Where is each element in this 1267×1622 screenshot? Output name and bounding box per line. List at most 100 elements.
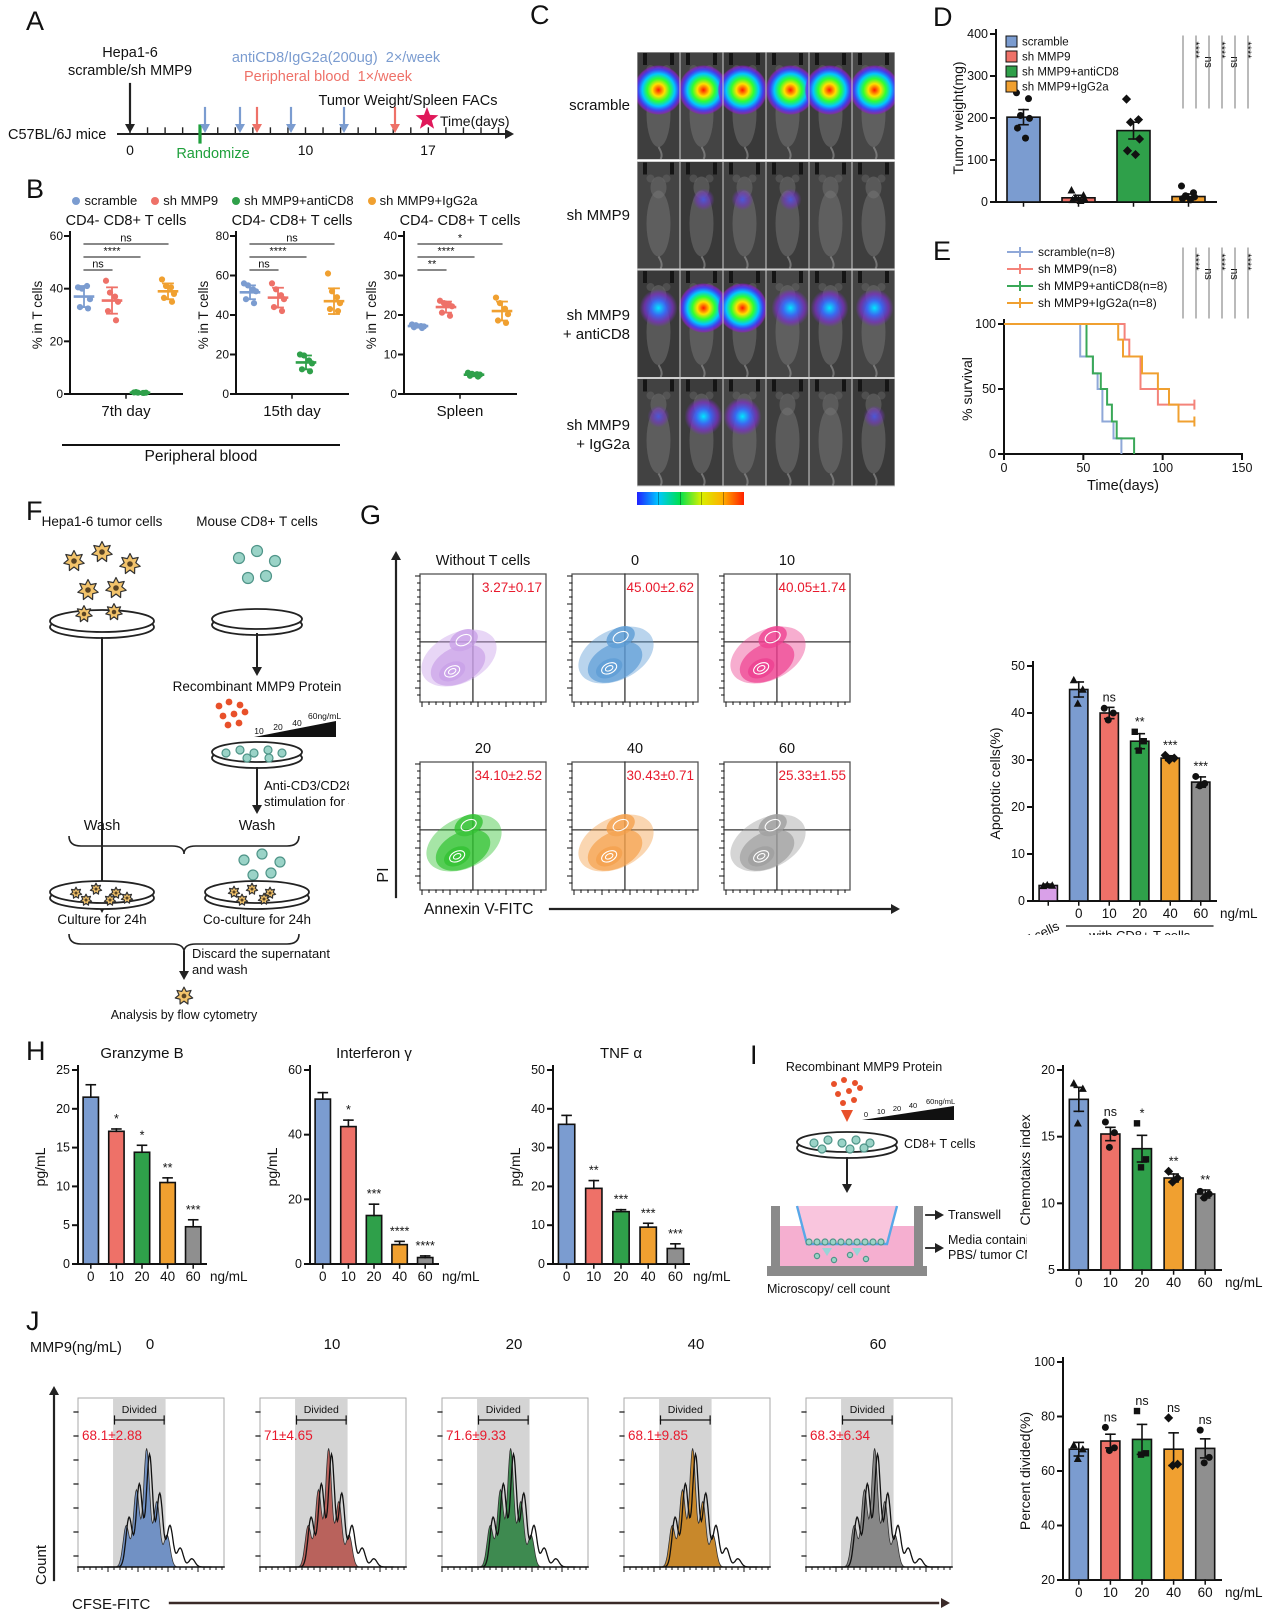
svg-text:10: 10: [779, 553, 795, 569]
svg-text:ns: ns: [1167, 1401, 1180, 1415]
chart-svg: 20 40 60 80 100 Percent divided(%) 0 ns 10 ns 20 ns…: [1017, 1355, 1263, 1600]
panel-h-label: H: [26, 1036, 46, 1066]
svg-text:ns: ns: [1135, 1394, 1148, 1408]
svg-text:Recombinant MMP9 Protein: Recombinant MMP9 Protein: [786, 1060, 942, 1074]
mouse-grid-svg: [633, 51, 900, 487]
svg-text:40.05±1.74: 40.05±1.74: [779, 580, 847, 595]
svg-text:****: ****: [103, 246, 121, 258]
svg-text:10: 10: [531, 1218, 545, 1232]
svg-text:80: 80: [1041, 1410, 1055, 1424]
flow-plot-svg: 40 30.43±0.71: [567, 741, 699, 895]
svg-text:25.33±1.55: 25.33±1.55: [779, 768, 846, 783]
svg-text:**: **: [1135, 715, 1145, 729]
svg-text:100: 100: [975, 317, 996, 331]
svg-text:20: 20: [613, 1269, 628, 1284]
svg-text:60: 60: [1041, 1464, 1055, 1478]
svg-text:***: ***: [186, 1203, 201, 1217]
legend-item-shmmp9: sh MMP9: [151, 193, 218, 208]
svg-text:without T cells: without T cells: [985, 918, 1062, 935]
svg-text:40: 40: [627, 741, 643, 757]
hist-plot-svg: Divided 68.3±6.34: [801, 1397, 953, 1572]
svg-text:20: 20: [1041, 1573, 1055, 1587]
svg-text:**: **: [589, 1164, 599, 1178]
svg-text:Time(days): Time(days): [440, 113, 510, 129]
svg-text:% in T cells: % in T cells: [196, 280, 211, 349]
svg-text:Annexin V-FITC: Annexin V-FITC: [424, 901, 533, 918]
svg-text:100: 100: [1152, 461, 1173, 475]
svg-text:10: 10: [586, 1269, 601, 1284]
svg-text:17: 17: [420, 142, 436, 158]
svg-text:Percent divided(%): Percent divided(%): [1017, 1412, 1033, 1530]
svg-text:40: 40: [531, 1102, 545, 1116]
svg-text:****: ****: [269, 246, 287, 258]
svg-text:Divided: Divided: [850, 1404, 885, 1416]
peripheral-blood-label: Peripheral blood: [144, 448, 258, 465]
svg-text:CD4- CD8+ T cells: CD4- CD8+ T cells: [400, 213, 521, 229]
panel-e-label: E: [933, 236, 952, 266]
svg-text:stimulation for 48h: stimulation for 48h: [264, 794, 349, 809]
svg-text:pg/mL: pg/mL: [507, 1147, 523, 1186]
svg-text:40: 40: [909, 1101, 917, 1110]
igg2a-dot-icon: [367, 196, 376, 205]
svg-text:****: ****: [1189, 253, 1201, 271]
panel-h-tnf-chart: 0 10 20 30 40 50 pg/mL TNF α 0 ** 10 *** 20 *** 40 *** 6…: [505, 1044, 733, 1298]
svg-text:20: 20: [1132, 906, 1147, 921]
chart-svg: 0 100 200 300 400 Tumor weight(mg) scramble sh …: [950, 27, 1253, 209]
panel-c-row-label-igg2a: sh MMP9 + IgG2a: [566, 417, 630, 453]
svg-text:0: 0: [538, 1257, 545, 1271]
svg-text:20: 20: [273, 722, 283, 732]
svg-text:10: 10: [56, 1179, 70, 1193]
svg-text:PBS/ tumor CM: PBS/ tumor CM: [948, 1248, 1027, 1262]
hist-plot-0: Divided 68.1±2.88: [70, 1382, 230, 1587]
svg-text:10: 10: [1011, 847, 1025, 861]
svg-text:20: 20: [531, 1179, 545, 1193]
svg-text:CD4- CD8+ T cells: CD4- CD8+ T cells: [232, 213, 353, 229]
svg-text:Media containing: Media containing: [948, 1233, 1027, 1247]
panel-d-label: D: [933, 2, 953, 32]
svg-text:400: 400: [967, 27, 988, 41]
svg-text:Without T cells: Without T cells: [436, 553, 531, 569]
svg-text:**: **: [1200, 1173, 1210, 1187]
svg-text:10: 10: [298, 142, 314, 158]
svg-text:0: 0: [87, 1269, 95, 1284]
svg-text:68.1±2.88: 68.1±2.88: [82, 1428, 142, 1443]
svg-text:30: 30: [384, 269, 398, 283]
svg-text:Transwell: Transwell: [948, 1208, 1001, 1222]
svg-text:40: 40: [1166, 1585, 1181, 1600]
hist-title-60: 60: [869, 1336, 887, 1353]
hist-title-10: 10: [323, 1336, 341, 1353]
svg-text:Analysis by flow cytometry: Analysis by flow cytometry: [111, 1008, 258, 1022]
flow-plot-0: 0 45.00±2.62: [562, 552, 704, 717]
svg-text:antiCD8/IgG2a(200ug) 2×/week: antiCD8/IgG2a(200ug) 2×/week: [232, 50, 441, 66]
panel-c-label: C: [530, 0, 550, 30]
svg-text:Mouse CD8+ T cells: Mouse CD8+ T cells: [196, 514, 318, 529]
svg-text:0: 0: [989, 447, 996, 461]
panel-c-mouse-images: [633, 51, 900, 489]
svg-text:40: 40: [288, 1128, 302, 1142]
svg-text:25: 25: [56, 1063, 70, 1077]
svg-text:0: 0: [295, 1257, 302, 1271]
svg-text:10: 10: [254, 726, 264, 736]
panel-j-label: J: [26, 1306, 40, 1336]
svg-text:20: 20: [1041, 1063, 1055, 1077]
svg-text:Tumor Weight/Spleen FACs: Tumor Weight/Spleen FACs: [319, 93, 498, 109]
panel-g-label: G: [360, 500, 382, 530]
svg-text:*: *: [114, 1112, 119, 1126]
timeline-svg: C57BL/6J mice 0 10 17 Randomize Hepa1-6 scramb…: [8, 45, 514, 162]
svg-text:ns: ns: [1228, 56, 1240, 68]
svg-text:Divided: Divided: [668, 1404, 703, 1416]
svg-text:7th day: 7th day: [101, 403, 151, 420]
svg-text:****: ****: [1215, 41, 1227, 59]
panel-g-apoptosis-chart: 0 10 20 30 40 50 Apoptotic cells(%) without T c…: [980, 640, 1260, 968]
svg-text:Interferon γ: Interferon γ: [336, 1045, 412, 1062]
svg-text:sh MMP9+antiCD8(n=8): sh MMP9+antiCD8(n=8): [1038, 279, 1167, 293]
svg-text:80: 80: [216, 229, 230, 243]
panel-f-label: F: [26, 496, 43, 526]
panel-i-label: I: [750, 1040, 758, 1070]
svg-text:ns: ns: [92, 259, 104, 271]
svg-text:10: 10: [341, 1269, 356, 1284]
flow-plot-svg: Without T cells 3.27±0.17: [415, 553, 547, 707]
flow-plot-20: 20 34.10±2.52: [410, 740, 552, 905]
